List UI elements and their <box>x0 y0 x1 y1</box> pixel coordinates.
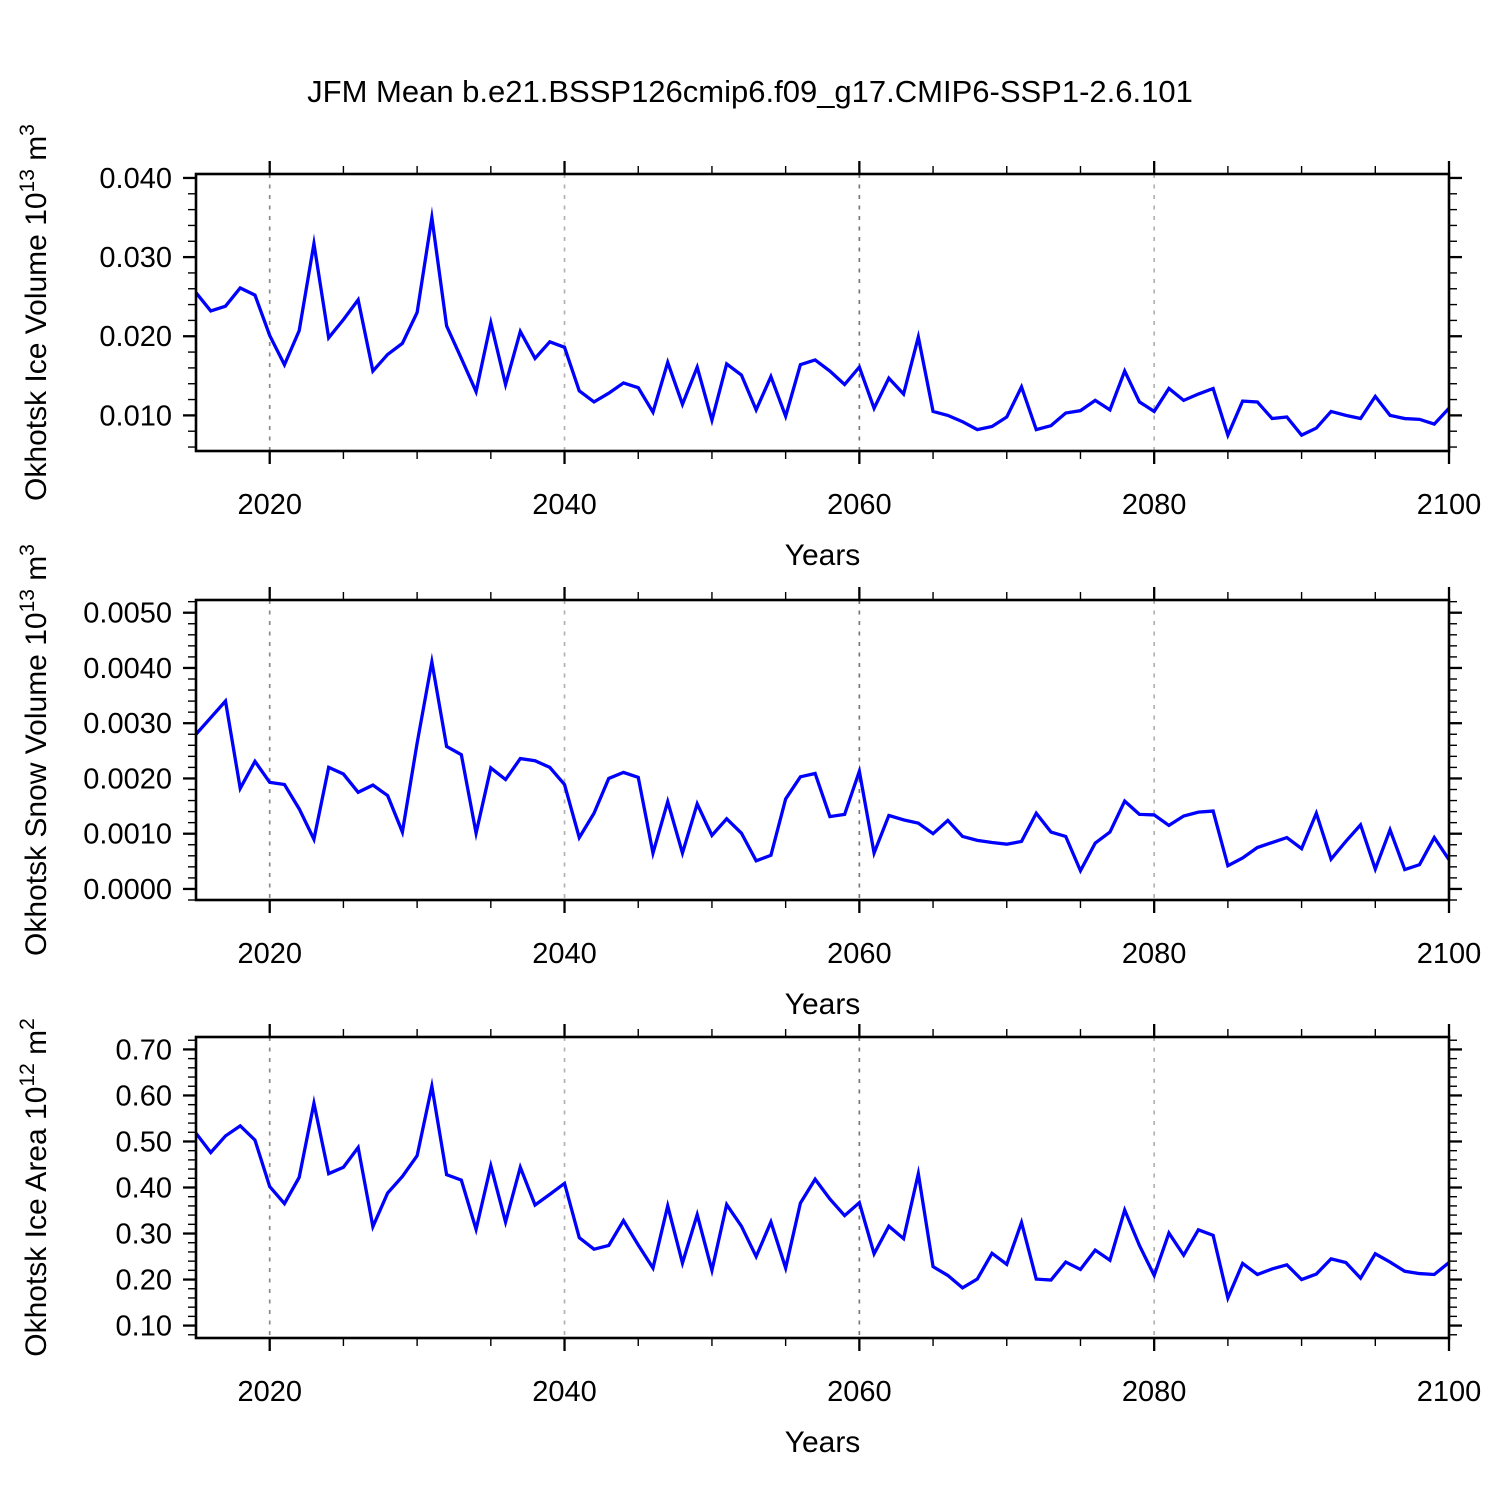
x-tick-label: 2100 <box>1417 938 1482 970</box>
x-tick-label: 2040 <box>532 1376 597 1408</box>
x-axis-title: Years <box>785 539 861 572</box>
plot-box <box>194 598 1451 902</box>
x-tick-label: 2100 <box>1417 1376 1482 1408</box>
plot-box <box>194 172 1451 453</box>
x-tick-label: 2080 <box>1122 1376 1187 1408</box>
x-tick-label: 2020 <box>237 489 302 521</box>
y-tick-label: 0.0020 <box>83 763 172 795</box>
y-tick-label: 0.40 <box>116 1173 172 1205</box>
x-tick-label: 2020 <box>237 938 302 970</box>
y-tick-label: 0.50 <box>116 1126 172 1158</box>
x-tick-label: 2020 <box>237 1376 302 1408</box>
y-tick-label: 0.20 <box>116 1265 172 1297</box>
x-tick-label: 2060 <box>827 489 892 521</box>
y-tick-label: 0.60 <box>116 1080 172 1112</box>
y-tick-label: 0.0000 <box>83 874 172 906</box>
y-tick-label: 0.0010 <box>83 819 172 851</box>
x-tick-label: 2080 <box>1122 489 1187 521</box>
y-tick-label: 0.0050 <box>83 598 172 630</box>
x-tick-label: 2040 <box>532 938 597 970</box>
series-line-okhotsk-ice-volume <box>194 206 1451 440</box>
panel-okhotsk-snow-volume: 2020 2040 2060 2080 2100 0.0000 0.0010 0.0020 0.… <box>16 544 1481 1021</box>
x-tick-label: 2060 <box>827 938 892 970</box>
y-axis-title: Okhotsk Ice Area 1012 m2 <box>16 1018 53 1357</box>
x-tick-label: 2100 <box>1417 489 1482 521</box>
y-tick-label: 0.020 <box>99 321 172 353</box>
panel-okhotsk-ice-volume: 2020 2040 2060 2080 2100 0.010 0.020 0.030 0.040… <box>16 124 1481 572</box>
x-tick-label: 2060 <box>827 1376 892 1408</box>
y-tick-label: 0.70 <box>116 1034 172 1066</box>
series-line-okhotsk-snow-volume <box>194 652 1451 875</box>
y-tick-label: 0.30 <box>116 1219 172 1251</box>
chart-title: JFM Mean b.e21.BSSP126cmip6.f09_g17.CMIP… <box>307 74 1193 109</box>
y-tick-label: 0.030 <box>99 242 172 274</box>
x-axis-title: Years <box>785 988 861 1021</box>
y-tick-label: 0.0040 <box>83 653 172 685</box>
panel-okhotsk-ice-area: 2020 2040 2060 2080 2100 0.10 0.20 0.30 0.40 0.50… <box>16 1018 1481 1459</box>
x-tick-label: 2040 <box>532 489 597 521</box>
y-tick-label: 0.010 <box>99 400 172 432</box>
y-tick-label: 0.040 <box>99 163 172 195</box>
y-axis-title: Okhotsk Ice Volume 1013 m3 <box>16 124 53 501</box>
series-line-okhotsk-ice-area <box>194 1077 1451 1304</box>
y-axis-title: Okhotsk Snow Volume 1013 m3 <box>16 544 53 956</box>
x-axis-title: Years <box>785 1426 861 1459</box>
x-tick-label: 2080 <box>1122 938 1187 970</box>
y-tick-label: 0.0030 <box>83 708 172 740</box>
y-tick-label: 0.10 <box>116 1311 172 1343</box>
